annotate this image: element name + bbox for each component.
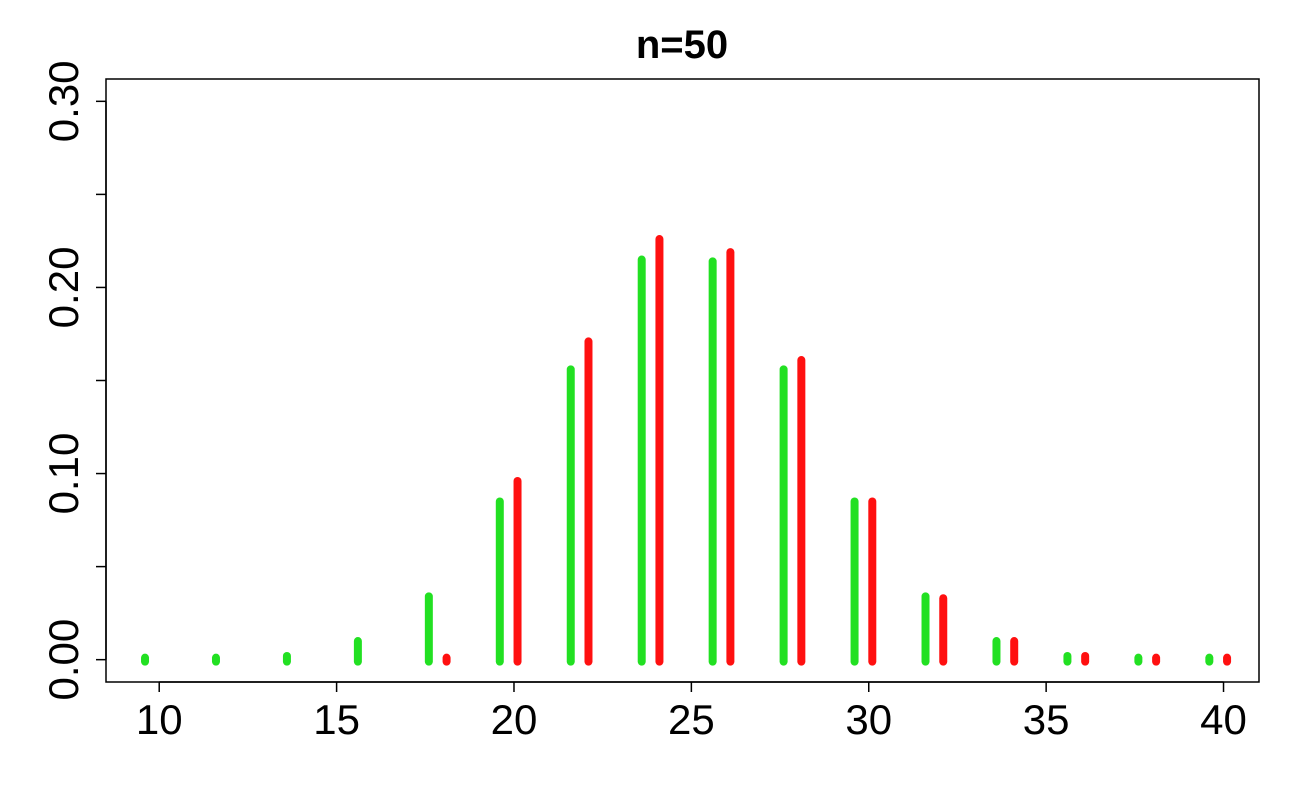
- y-tick-label: 0.10: [40, 433, 87, 515]
- x-tick-label: 35: [1023, 696, 1070, 743]
- x-tick-label: 25: [668, 696, 715, 743]
- chart-title: n=50: [636, 23, 728, 67]
- x-tick-label: 20: [491, 696, 538, 743]
- x-axis: 10 15 20 25 30 35 40: [136, 681, 1247, 743]
- y-tick-label: 0.00: [40, 619, 87, 701]
- y-tick-label: 0.20: [40, 247, 87, 329]
- x-tick-label: 15: [313, 696, 360, 743]
- x-tick-label: 10: [136, 696, 183, 743]
- x-tick-label: 40: [1200, 696, 1247, 743]
- x-tick-label: 30: [845, 696, 892, 743]
- y-axis: 0.00 0.10 0.20 0.30: [40, 60, 107, 701]
- y-tick-label: 0.30: [40, 60, 87, 142]
- bars-group: [141, 235, 1232, 666]
- plot-frame: [105, 78, 1260, 683]
